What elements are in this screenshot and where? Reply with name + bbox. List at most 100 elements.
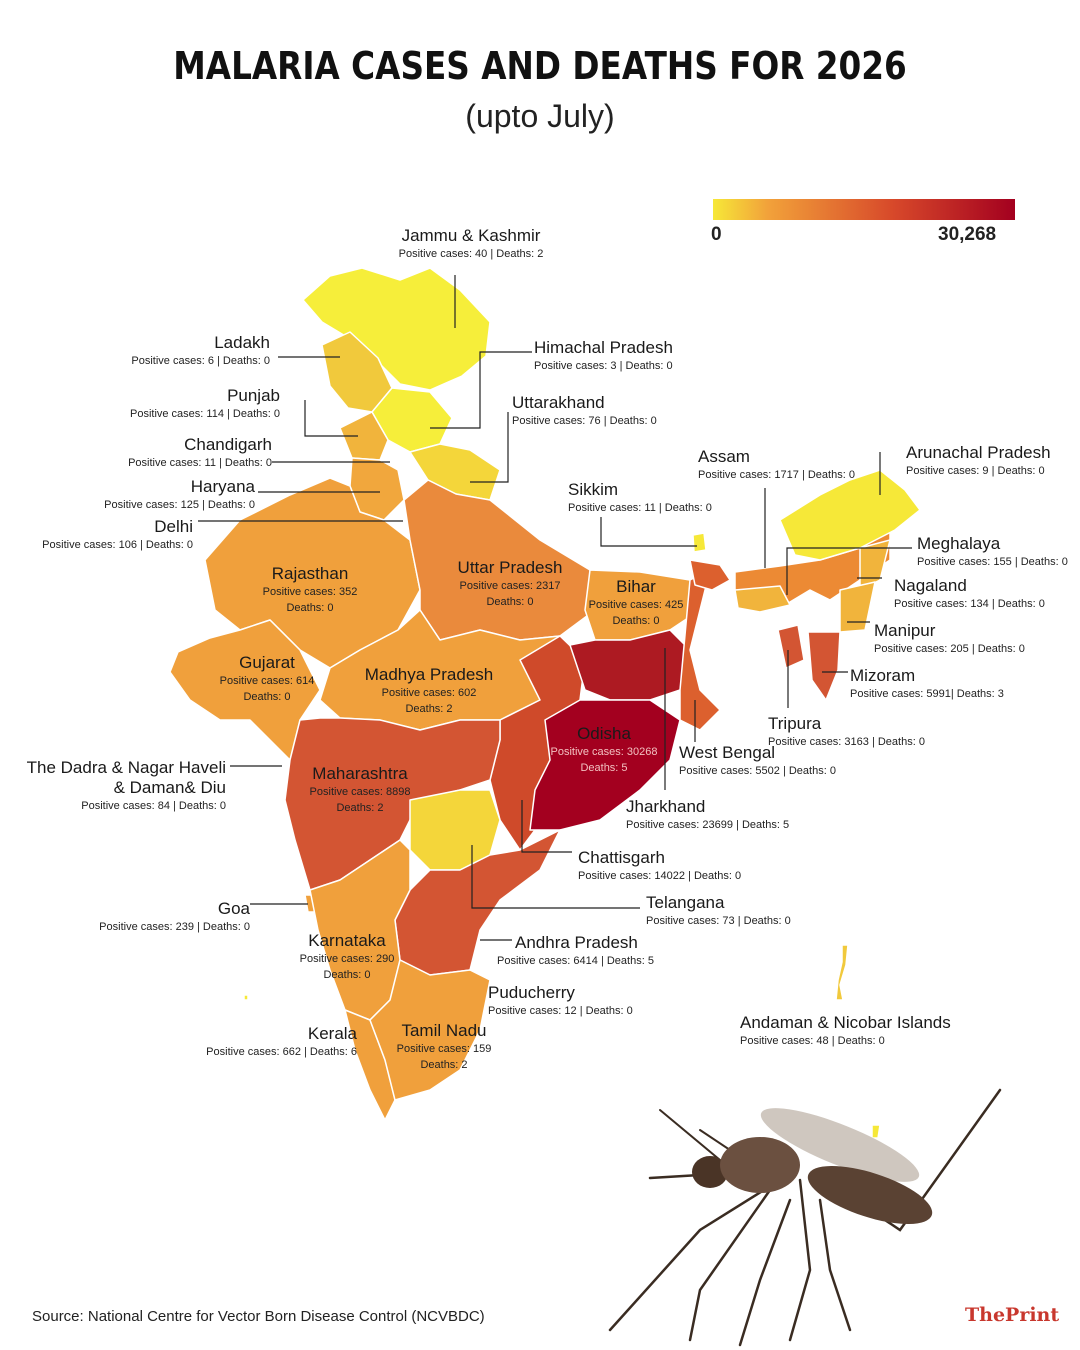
label-west-bengal: West Bengal Positive cases: 5502 | Death… [679, 743, 836, 779]
state-name: Arunachal Pradesh [906, 443, 1051, 462]
state-name: West Bengal [679, 743, 776, 762]
state-arunachal [779, 469, 921, 561]
legend-max-label: 30,268 [938, 224, 997, 245]
label-meghalaya: Meghalaya Positive cases: 155 | Deaths: … [917, 534, 1068, 570]
label-tripura: Tripura Positive cases: 3163 | Deaths: 0 [768, 714, 925, 750]
state-name: Andaman & Nicobar Islands [740, 1013, 951, 1032]
label-gujarat: Gujarat Positive cases: 614 Deaths: 0 [212, 653, 322, 705]
state-karnataka [309, 839, 411, 1021]
map-title: MALARIA CASES AND DEATHS FOR 2026 [173, 44, 907, 88]
label-sikkim: Sikkim Positive cases: 11 | Deaths: 0 [568, 480, 712, 516]
label-madhya-pradesh: Madhya Pradesh Positive cases: 602 Death… [354, 665, 504, 717]
state-name: Nagaland [894, 576, 967, 595]
state-name: Kerala [307, 1024, 357, 1043]
label-puducherry: Puducherry Positive cases: 12 | Deaths: … [488, 983, 633, 1019]
label-ladakh: Ladakh Positive cases: 6 | Deaths: 0 [116, 333, 270, 369]
state-name: Meghalaya [917, 534, 1001, 553]
state-stats: Positive cases: 239 | Deaths: 0 [99, 921, 250, 933]
state-stats: Deaths: 5 [580, 762, 628, 774]
label-punjab: Punjab Positive cases: 114 | Deaths: 0 [116, 386, 280, 422]
label-dadra-nagar-haveli: The Dadra & Nagar Haveli & Daman& Diu Po… [20, 758, 226, 814]
label-uttar-pradesh: Uttar Pradesh Positive cases: 2317 Death… [445, 558, 575, 610]
mosquito-antenna [659, 1109, 721, 1161]
state-name: Maharashtra [312, 764, 408, 783]
state-name: Tamil Nadu [401, 1021, 487, 1040]
state-stats: Positive cases: 6414 | Deaths: 5 [497, 955, 654, 967]
state-stats: Positive cases: 11 | Deaths: 0 [568, 502, 712, 514]
mosquito-leg [788, 1178, 812, 1342]
label-bihar: Bihar Positive cases: 425 Deaths: 0 [581, 577, 691, 629]
label-mizoram: Mizoram Positive cases: 5991| Deaths: 3 [850, 666, 1004, 702]
state-stats: Positive cases: 76 | Deaths: 0 [512, 415, 657, 427]
state-stats: Positive cases: 12 | Deaths: 0 [488, 1005, 633, 1017]
label-rajasthan: Rajasthan Positive cases: 352 Deaths: 0 [250, 564, 370, 616]
legend-gradient-bar [713, 199, 1015, 220]
label-uttarakhand: Uttarakhand Positive cases: 76 | Deaths:… [512, 393, 657, 429]
state-stats: Positive cases: 48 | Deaths: 0 [740, 1035, 885, 1047]
label-maharashtra: Maharashtra Positive cases: 8898 Deaths:… [300, 764, 420, 816]
state-name: Haryana [190, 477, 255, 496]
label-andhra-pradesh: Andhra Pradesh Positive cases: 6414 | De… [497, 933, 654, 969]
state-name: Odisha [577, 724, 631, 743]
state-stats: Positive cases: 425 [588, 599, 684, 611]
state-stats: Positive cases: 14022 | Deaths: 0 [578, 870, 742, 882]
state-stats: Positive cases: 84 | Deaths: 0 [81, 800, 226, 812]
label-telangana: Telangana Positive cases: 73 | Deaths: 0 [646, 893, 791, 929]
label-andaman: Andaman & Nicobar Islands Positive cases… [740, 1013, 951, 1049]
label-assam: Assam Positive cases: 1717 | Deaths: 0 [698, 447, 855, 483]
mosquito-leg [738, 1198, 792, 1347]
state-odisha [529, 699, 681, 831]
state-stats: Positive cases: 159 [396, 1043, 492, 1055]
label-goa: Goa Positive cases: 239 | Deaths: 0 [90, 899, 250, 935]
mosquito-leg [688, 1188, 772, 1342]
mosquito-leg [608, 1178, 782, 1332]
state-name: Uttarakhand [512, 393, 605, 412]
state-name: Mizoram [850, 666, 916, 685]
state-stats: Positive cases: 3163 | Deaths: 0 [768, 736, 925, 748]
mosquito-proboscis [648, 1173, 702, 1180]
state-tamil-nadu [369, 959, 491, 1101]
state-stats: Positive cases: 155 | Deaths: 0 [917, 556, 1068, 568]
label-haryana: Haryana Positive cases: 125 | Deaths: 0 [90, 477, 255, 513]
state-name: Uttar Pradesh [457, 558, 563, 577]
source-note: Source: National Centre for Vector Born … [32, 1308, 485, 1325]
leader-sikkim [600, 517, 697, 547]
islands-lakshadweep [243, 994, 249, 1001]
state-name: Goa [217, 899, 250, 918]
state-name: Tripura [768, 714, 822, 733]
mosquito-head [692, 1156, 728, 1188]
mosquito-leg [818, 1198, 852, 1332]
leader-uk [470, 412, 509, 483]
state-meghalaya [734, 585, 791, 613]
state-name: Ladakh [214, 333, 270, 352]
state-stats: Positive cases: 602 [381, 687, 477, 699]
state-stats: Positive cases: 23699 | Deaths: 5 [626, 819, 790, 831]
state-name: Chattisgarh [578, 848, 665, 867]
state-stats: Positive cases: 30268 [550, 746, 658, 758]
leader-meghalaya [786, 547, 912, 595]
state-stats: Positive cases: 106 | Deaths: 0 [42, 539, 193, 551]
state-stats: Positive cases: 8898 [309, 786, 411, 798]
state-name: Rajasthan [271, 564, 349, 583]
mosquito-wing [760, 1108, 920, 1182]
state-name: Andhra Pradesh [515, 933, 638, 952]
label-jammu-kashmir: Jammu & Kashmir Positive cases: 40 | Dea… [396, 226, 546, 262]
state-jharkhand [569, 629, 691, 701]
label-odisha: Odisha Positive cases: 30268 Deaths: 5 [540, 724, 668, 776]
state-stats: Deaths: 2 [336, 802, 384, 814]
map-subtitle: (upto July) [465, 98, 615, 134]
mosquito-thorax [720, 1137, 800, 1193]
state-stats: Positive cases: 114 | Deaths: 0 [129, 408, 280, 420]
state-himachal [371, 387, 453, 453]
state-stats: Positive cases: 6 | Deaths: 0 [131, 355, 270, 367]
islands-nicobar [871, 1124, 881, 1139]
label-chhattisgarh: Chattisgarh Positive cases: 14022 | Deat… [578, 848, 741, 884]
label-karnataka: Karnataka Positive cases: 290 Deaths: 0 [292, 931, 402, 983]
mosquito-antenna [699, 1129, 731, 1151]
state-stats: Positive cases: 11 | Deaths: 0 [128, 457, 272, 469]
state-sikkim [692, 532, 707, 553]
label-delhi: Delhi Positive cases: 106 | Deaths: 0 [30, 517, 193, 553]
state-stats: Deaths: 0 [286, 602, 334, 614]
state-stats: Deaths: 0 [243, 691, 291, 703]
